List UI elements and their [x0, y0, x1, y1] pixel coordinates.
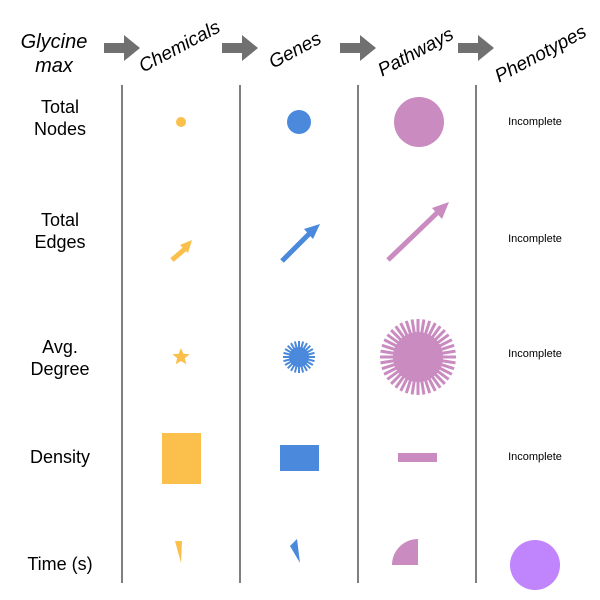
burst-ray [436, 365, 453, 376]
status-phenotypes-density: Incomplete [508, 451, 562, 463]
genes-density-rect [280, 445, 319, 471]
burst-ray [390, 329, 404, 343]
row-label-avg-degree: Avg. Degree [30, 337, 90, 379]
burst-ray [290, 342, 296, 351]
burst-ray [305, 360, 314, 366]
burst-ray [293, 364, 298, 373]
burst-ray [423, 377, 432, 394]
burst-ray [410, 319, 417, 336]
burst-ray [386, 368, 402, 381]
burst-ray [438, 362, 455, 371]
pathways-degree-burst-icon [380, 319, 456, 395]
organism-name: Glycine max [14, 30, 94, 78]
burst-ray [439, 358, 456, 365]
genes-time-wedge [290, 539, 300, 563]
burst-ray [286, 344, 295, 353]
burst-ray [383, 338, 400, 349]
flow-arrow-icon [104, 35, 140, 61]
status-phenotypes-avg-degree: Incomplete [508, 348, 562, 360]
row-label-total-edges: Total Edges [34, 210, 86, 252]
chemicals-degree-star-icon [172, 348, 190, 365]
burst-ray [286, 361, 295, 370]
burst-ray [381, 343, 398, 352]
burst-ray [302, 342, 308, 351]
burst-ray [283, 358, 292, 363]
flow-arrow-icon [340, 35, 376, 61]
burst-ray [419, 378, 426, 395]
burst-ray [438, 343, 455, 352]
burst-ray [399, 322, 410, 339]
burst-ray [283, 351, 292, 356]
pathways-edges-arrow-icon [386, 202, 449, 262]
burst-ray [394, 373, 407, 389]
burst-ray [306, 358, 315, 363]
burst-ray [434, 333, 450, 346]
status-phenotypes-total-nodes: Incomplete [508, 116, 562, 128]
burst-ray [300, 364, 305, 373]
pathways-density-rect [398, 453, 437, 462]
genes-degree-burst-icon [283, 341, 315, 373]
burst-ray [426, 375, 437, 392]
burst-ray [429, 373, 442, 389]
burst-ray [390, 371, 404, 385]
burst-ray [306, 351, 315, 356]
pathways-time-wedge [392, 539, 418, 565]
burst-ray [284, 348, 293, 354]
genes-edges-arrow-icon [280, 224, 320, 263]
burst-ray [432, 329, 446, 343]
chemicals-edges-arrow-icon [170, 240, 192, 262]
burst-ray [394, 325, 407, 341]
chemicals-density-rect [162, 433, 201, 484]
burst-ray [423, 320, 432, 337]
burst-ray [410, 378, 417, 395]
burst-ray [429, 325, 442, 341]
organism-species: max [35, 55, 73, 77]
burst-ray [404, 320, 413, 337]
burst-ray [302, 363, 308, 372]
burst-ray [434, 368, 450, 381]
row-label-total-nodes: Total Nodes [33, 97, 87, 139]
flow-arrow-icon [458, 35, 494, 61]
status-phenotypes-total-edges: Incomplete [508, 233, 562, 245]
burst-ray [303, 361, 312, 370]
burst-ray [399, 375, 410, 392]
burst-ray [293, 341, 298, 350]
burst-ray [381, 362, 398, 371]
burst-ray [305, 348, 314, 354]
row-label-time: Time (s) [27, 554, 93, 574]
burst-ray [404, 377, 413, 394]
chemicals-time-wedge [175, 541, 182, 563]
row-label-density: Density [29, 447, 91, 467]
burst-ray [426, 322, 437, 339]
flow-arrow-icon [222, 35, 258, 61]
burst-ray [419, 319, 426, 336]
burst-ray [284, 360, 293, 366]
burst-ray [380, 358, 397, 365]
burst-ray [439, 349, 456, 356]
organism-genus: Glycine [20, 31, 88, 53]
phenotypes-time-circle [510, 540, 560, 590]
burst-ray [386, 333, 402, 346]
burst-ray [303, 344, 312, 353]
burst-ray [436, 338, 453, 349]
genes-nodes-circle [287, 110, 311, 134]
pathways-nodes-circle [394, 97, 444, 147]
burst-ray [300, 341, 305, 350]
burst-ray [383, 365, 400, 376]
burst-ray [432, 371, 446, 385]
burst-ray [380, 349, 397, 356]
chemicals-nodes-circle [176, 117, 186, 127]
burst-ray [290, 363, 296, 372]
